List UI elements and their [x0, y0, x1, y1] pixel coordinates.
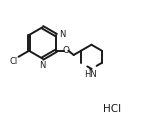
Text: N: N [39, 61, 45, 70]
Text: HN: HN [84, 70, 97, 79]
Text: HCl: HCl [103, 104, 122, 114]
Text: Cl: Cl [10, 57, 18, 66]
Text: O: O [63, 46, 70, 55]
Text: N: N [59, 30, 65, 39]
